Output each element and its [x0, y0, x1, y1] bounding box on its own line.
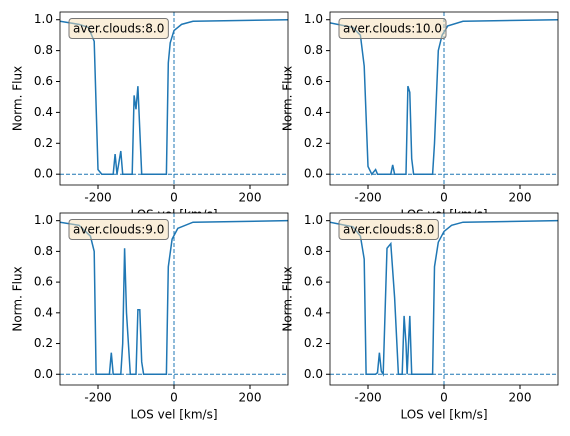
- x-tick-label: -200: [354, 391, 381, 405]
- annotation: aver.clouds:10.0: [343, 22, 442, 36]
- y-tick-label: 0.0: [34, 167, 53, 181]
- annotation: aver.clouds:8.0: [343, 223, 434, 237]
- y-tick-label: 0.4: [304, 305, 323, 319]
- subplot: -200 0 200 0.0 0.2 0.4 0.6 0.8 1.0 aver.clouds:10…: [281, 11, 559, 222]
- y-tick-label: 0.8: [304, 244, 323, 258]
- subplot: -200 0 200 0.0 0.2 0.4 0.6 0.8 1.0 aver.clouds:8.…: [11, 11, 289, 222]
- x-tick-label: 200: [239, 391, 262, 405]
- x-tick-label: 0: [440, 391, 448, 405]
- y-tick-label: 0.4: [304, 105, 323, 119]
- axes-frame: [59, 11, 289, 186]
- y-tick-label: 0.6: [34, 74, 53, 88]
- annotation-box: [68, 18, 169, 39]
- y-tick-label: 0.2: [304, 136, 323, 150]
- annotation: aver.clouds:8.0: [73, 22, 164, 36]
- y-tick-label: 0.0: [304, 167, 323, 181]
- x-tick-label: 0: [440, 191, 448, 205]
- x-axis-label: LOS vel [km/s]: [400, 408, 487, 422]
- y-tick-label: 1.0: [34, 12, 53, 26]
- x-tick-label: 200: [239, 191, 262, 205]
- axes-frame: [59, 212, 289, 386]
- annotation-box: [68, 219, 169, 240]
- x-tick-label: 0: [170, 191, 178, 205]
- y-tick-label: 0.4: [34, 105, 53, 119]
- y-tick-label: 1.0: [304, 12, 323, 26]
- y-tick-label: 0.2: [34, 336, 53, 350]
- y-tick-label: 0.0: [34, 367, 53, 381]
- x-tick-label: -200: [354, 191, 381, 205]
- y-tick-label: 0.4: [34, 305, 53, 319]
- x-tick-label: -200: [84, 191, 111, 205]
- y-tick-label: 0.8: [34, 244, 53, 258]
- y-tick-label: 0.2: [304, 336, 323, 350]
- y-tick-label: 0.8: [34, 43, 53, 57]
- axes-frame: [329, 212, 559, 386]
- subplot: -200 0 200 0.0 0.2 0.4 0.6 0.8 1.0 aver.clouds:8.…: [281, 212, 559, 422]
- y-axis-label: Norm. Flux: [11, 66, 25, 131]
- y-axis-label: Norm. Flux: [281, 66, 295, 131]
- axes-frame: [329, 11, 559, 186]
- x-tick-label: 0: [170, 391, 178, 405]
- x-tick-label: 200: [509, 391, 532, 405]
- annotation-box: [338, 18, 447, 39]
- y-tick-label: 0.6: [304, 74, 323, 88]
- y-tick-label: 1.0: [304, 213, 323, 227]
- y-axis-label: Norm. Flux: [11, 266, 25, 331]
- annotation-box: [338, 219, 439, 240]
- y-tick-label: 1.0: [34, 213, 53, 227]
- y-tick-label: 0.0: [304, 367, 323, 381]
- x-tick-label: 200: [509, 191, 532, 205]
- y-axis-label: Norm. Flux: [281, 266, 295, 331]
- x-tick-label: -200: [84, 391, 111, 405]
- annotation: aver.clouds:9.0: [73, 223, 164, 237]
- y-tick-label: 0.6: [304, 275, 323, 289]
- y-tick-label: 0.2: [34, 136, 53, 150]
- x-axis-label: LOS vel [km/s]: [130, 408, 217, 422]
- y-tick-label: 0.8: [304, 43, 323, 57]
- y-tick-label: 0.6: [34, 275, 53, 289]
- flux-line: [60, 219, 288, 375]
- subplot: -200 0 200 0.0 0.2 0.4 0.6 0.8 1.0 aver.clouds:9.…: [11, 212, 289, 422]
